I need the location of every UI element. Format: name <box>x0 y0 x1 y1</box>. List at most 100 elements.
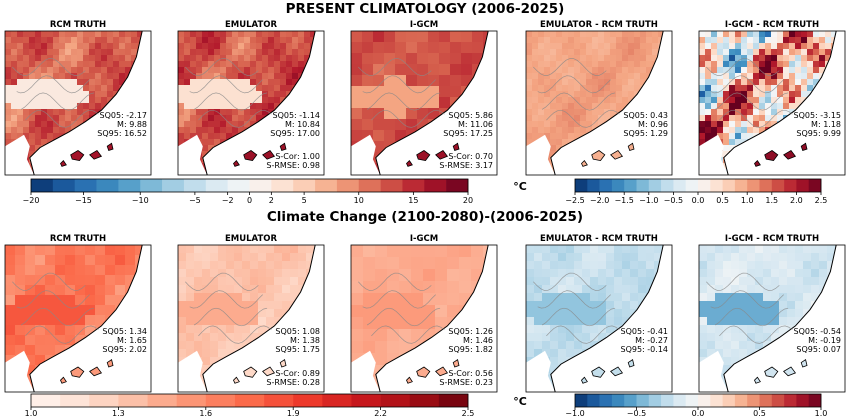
contour-line <box>710 290 784 309</box>
colorbar-tick-label: 5 <box>302 196 307 205</box>
panel-frame <box>177 30 325 176</box>
stat-sq95: SQ95: 1.82 <box>448 345 493 354</box>
contour-line <box>12 272 86 291</box>
island <box>627 359 635 368</box>
colorbar-bin <box>293 394 323 407</box>
island <box>581 159 588 167</box>
sea-mask <box>29 31 151 175</box>
colorbar-bin <box>759 394 773 407</box>
sea-mask <box>29 245 151 392</box>
coastline <box>375 245 489 392</box>
sea-mask <box>550 31 672 175</box>
island <box>435 149 449 160</box>
contour-line <box>371 109 445 128</box>
map-panel-2-5: I-GCM - RCM TRUTH SQ05: -0.54M: -0.19SQ95… <box>698 234 846 393</box>
stat-m: M: 10.84 <box>285 120 320 129</box>
colorbar-bin <box>599 394 613 407</box>
island <box>243 150 258 162</box>
colorbar-bin <box>734 394 748 407</box>
contour-line <box>714 92 789 111</box>
section-title: PRESENT CLIMATOLOGY (2006-2025) <box>286 1 565 17</box>
colorbar-bin <box>351 394 381 407</box>
colorbar-bin <box>271 179 294 192</box>
sea-mask <box>723 31 845 175</box>
coastline <box>202 245 316 392</box>
colorbar-bin <box>784 179 797 192</box>
colorbar-bin <box>624 179 637 192</box>
contour-line <box>358 58 432 76</box>
stat-sq95: SQ95: 1.29 <box>623 129 668 138</box>
colorbar-tick-label: −20 <box>23 196 40 205</box>
stat-sq05: SQ05: 0.43 <box>623 111 668 120</box>
island <box>89 366 103 377</box>
contour-line <box>198 325 272 344</box>
colorbar-bin <box>673 394 686 407</box>
colorbar-bin <box>808 179 822 192</box>
contour-line <box>189 290 263 309</box>
colorbar-tick-label: −2.0 <box>590 196 609 205</box>
panel-frame <box>350 30 498 176</box>
stat-sq05: SQ05: 1.08 <box>275 327 320 336</box>
colorbar-bin <box>587 179 600 192</box>
colorbar-bin <box>31 179 54 192</box>
contour-line <box>185 58 259 76</box>
colorbar-tick-label: −1.5 <box>614 196 633 205</box>
colorbar-bin <box>796 179 809 192</box>
stat-sq95: SQ95: 9.99 <box>796 129 841 138</box>
colorbar-bin <box>162 179 185 192</box>
colorbar-bin <box>176 394 207 407</box>
sea-mask <box>375 31 497 175</box>
stat-sq95: SQ95: -0.14 <box>621 345 669 354</box>
colorbar-bin <box>249 179 272 192</box>
stat-m: M: 1.38 <box>290 336 320 345</box>
island <box>233 376 240 384</box>
colorbar-tick-label: −2.5 <box>565 196 584 205</box>
panel-title: EMULATOR <box>225 234 278 244</box>
colorbar-tick-label: 0.5 <box>753 409 766 418</box>
colorbar-tick-label: 2.2 <box>374 409 387 418</box>
colorbar-bin <box>96 179 119 192</box>
colorbar-bin <box>322 394 352 407</box>
island <box>800 359 808 368</box>
island <box>783 366 797 377</box>
colorbar-tick-label: 2.5 <box>462 409 475 418</box>
panel-title: I-GCM <box>410 234 438 244</box>
colorbar-tick-label: −10 <box>132 196 149 205</box>
colorbar-bin <box>118 179 141 192</box>
island <box>435 366 449 377</box>
contour-line <box>362 290 436 309</box>
island <box>70 366 85 378</box>
contour-line <box>714 307 789 327</box>
colorbar-bin <box>771 179 785 192</box>
colorbar-bin <box>648 179 662 192</box>
panel-title: EMULATOR - RCM TRUTH <box>540 20 658 30</box>
colorbar-bin <box>611 394 625 407</box>
stat-m: M: 0.96 <box>638 120 668 129</box>
stat-sq95: SQ95: 17.25 <box>443 129 493 138</box>
contour-line <box>541 307 616 327</box>
panel-frame <box>698 244 846 393</box>
map-panel-1-5: I-GCM - RCM TRUTH SQ05: -3.15M: 1.18SQ95:… <box>698 20 846 176</box>
colorbar-bin <box>771 394 785 407</box>
stat-sq05: SQ05: -2.17 <box>100 111 148 120</box>
coastline <box>202 31 316 175</box>
island <box>581 376 588 384</box>
section-title: Climate Change (2100-2080)-(2006-2025) <box>267 209 583 225</box>
island <box>764 366 779 378</box>
stat-m: M: 1.18 <box>811 120 841 129</box>
colorbar-bin <box>438 394 469 407</box>
stat-sq05: SQ05: 5.86 <box>448 111 493 120</box>
stat-m: M: -0.19 <box>808 336 841 345</box>
score-s-rmse: S-RMSE: 3.17 <box>439 161 493 170</box>
colorbar-bin <box>661 179 674 192</box>
score-s-rmse: S-RMSE: 0.28 <box>266 378 320 387</box>
colorbar-tick-label: 1.6 <box>199 409 212 418</box>
colorbar-bin <box>636 179 650 192</box>
island <box>800 142 808 152</box>
colorbar-bin <box>587 394 600 407</box>
colorbar-2-1: 1.0 1.3 1.6 1.9 2.2 2.5 <box>25 393 475 418</box>
score-s-cor: S-Cor: 1.00 <box>275 152 320 161</box>
